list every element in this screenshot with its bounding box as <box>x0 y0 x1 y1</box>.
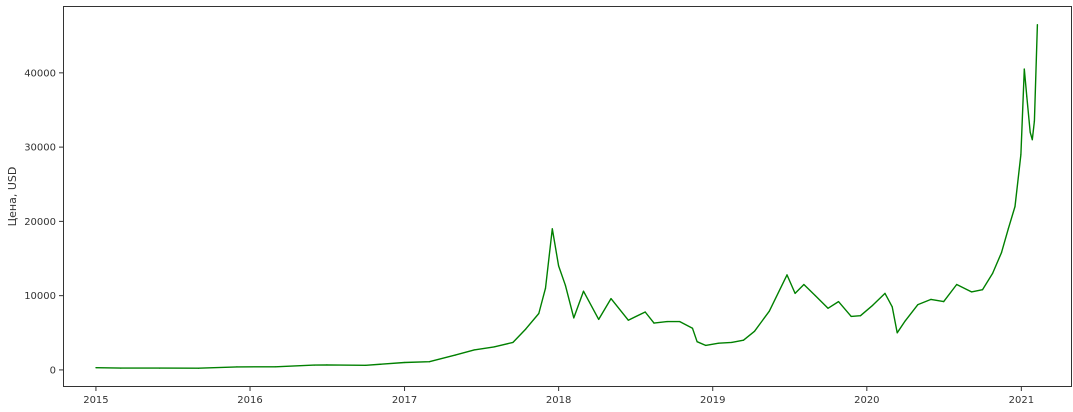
x-tick-label: 2021 <box>1009 395 1034 406</box>
price-data-point <box>512 341 514 343</box>
price-data-point <box>1026 96 1028 98</box>
price-data-point <box>582 290 585 292</box>
price-data-point <box>705 344 707 346</box>
price-data-point <box>653 322 655 324</box>
y-axis-label: Цена, USD <box>6 167 19 227</box>
price-data-point <box>573 317 575 319</box>
price-data-point <box>917 304 919 306</box>
price-data-point <box>365 364 367 366</box>
price-data-point <box>904 320 906 322</box>
price-data-point <box>930 298 932 300</box>
price-data-point <box>1000 252 1003 254</box>
price-data-point <box>691 327 694 329</box>
price-data-point <box>598 318 600 320</box>
price-series-line <box>95 24 1039 369</box>
price-data-point <box>551 228 553 230</box>
price-data-point <box>525 328 527 330</box>
x-tick-label: 2019 <box>700 395 725 406</box>
price-data-point <box>95 367 97 369</box>
price-data-point <box>1029 131 1031 133</box>
price-data-point <box>896 332 898 334</box>
price-data-point <box>313 364 315 366</box>
price-data-point <box>473 349 475 351</box>
price-data-point <box>428 361 430 363</box>
price-data-point <box>538 312 540 315</box>
price-data-point <box>564 284 567 286</box>
price-data-point <box>768 310 770 312</box>
price-data-point <box>827 307 829 309</box>
price-data-point <box>666 321 668 323</box>
price-data-point <box>753 330 756 332</box>
price-data-point <box>274 366 276 368</box>
price-data-point <box>884 292 886 294</box>
price-data-point <box>159 367 161 369</box>
price-data-point <box>837 301 840 303</box>
price-data-point <box>627 319 629 321</box>
x-tick-label: 2015 <box>83 395 108 406</box>
price-data-point <box>679 321 681 323</box>
price-data-point <box>610 298 612 300</box>
price-data-point <box>1023 68 1025 70</box>
price-data-point <box>981 289 984 291</box>
price-data-point <box>891 306 893 308</box>
price-data-point <box>794 292 796 294</box>
price-data-point <box>718 342 720 344</box>
y-tick-label: 20000 <box>24 217 56 228</box>
x-tick-label: 2018 <box>546 395 571 406</box>
y-tick-label: 40000 <box>24 68 56 79</box>
y-tick-label: 0 <box>50 365 56 376</box>
price-data-point <box>1007 228 1009 230</box>
price-data-point <box>1031 139 1033 141</box>
price-data-point <box>493 346 495 348</box>
x-tick-label: 2016 <box>237 395 262 406</box>
price-data-point <box>850 315 852 317</box>
price-data-point <box>992 272 994 274</box>
price-data-point <box>943 301 945 303</box>
price-data-point <box>956 283 958 286</box>
price-data-point <box>1033 120 1035 122</box>
price-data-point <box>872 304 874 306</box>
price-data-point <box>1014 205 1016 208</box>
y-tick-label: 10000 <box>24 291 56 302</box>
x-tick-label: 2020 <box>854 395 879 406</box>
price-data-point <box>197 367 200 369</box>
price-data-point <box>1020 153 1022 156</box>
x-tick-label: 2017 <box>392 395 417 406</box>
price-data-point <box>859 315 862 317</box>
x-axis: 2015 2016 2017 2018 2019 2020 2021 <box>83 387 1034 406</box>
price-data-point <box>1036 24 1038 26</box>
price-data-point <box>814 295 816 297</box>
price-data-point <box>731 341 733 343</box>
price-data-point <box>742 339 745 341</box>
price-data-point <box>236 366 238 368</box>
price-data-point <box>644 311 646 313</box>
price-data-point <box>326 364 328 366</box>
price-data-point <box>403 361 406 364</box>
price-data-point <box>803 283 805 286</box>
price-data-point <box>544 287 547 289</box>
y-axis: 0 10000 20000 30000 40000 <box>24 68 63 376</box>
price-data-point <box>558 265 560 267</box>
price-data-point <box>120 367 122 369</box>
series-layer <box>95 24 1039 369</box>
y-tick-label: 30000 <box>24 143 56 154</box>
price-data-point <box>696 341 698 343</box>
price-data-point <box>786 274 788 276</box>
plot-frame <box>63 6 1072 387</box>
price-data-point <box>454 354 456 356</box>
price-data-point <box>970 291 973 293</box>
